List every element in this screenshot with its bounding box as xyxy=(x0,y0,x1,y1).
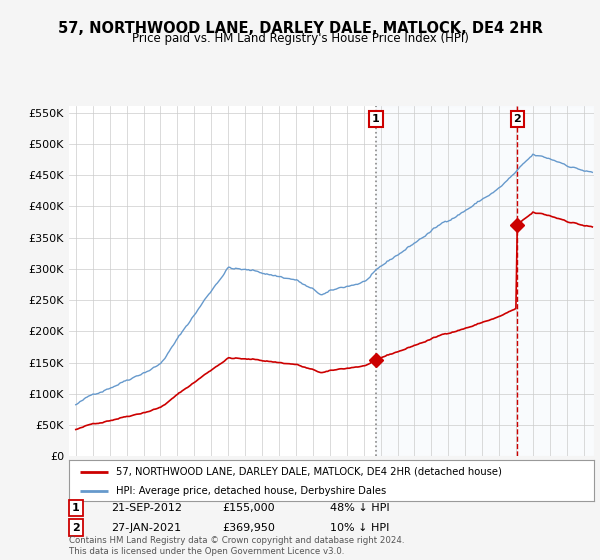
Text: Price paid vs. HM Land Registry's House Price Index (HPI): Price paid vs. HM Land Registry's House … xyxy=(131,32,469,45)
Text: £369,950: £369,950 xyxy=(222,522,275,533)
Text: £155,000: £155,000 xyxy=(222,503,275,513)
Text: 1: 1 xyxy=(72,503,80,513)
Text: HPI: Average price, detached house, Derbyshire Dales: HPI: Average price, detached house, Derb… xyxy=(116,486,386,496)
Text: 21-SEP-2012: 21-SEP-2012 xyxy=(111,503,182,513)
Text: 27-JAN-2021: 27-JAN-2021 xyxy=(111,522,181,533)
Text: 10% ↓ HPI: 10% ↓ HPI xyxy=(330,522,389,533)
Text: 2: 2 xyxy=(514,114,521,124)
Bar xyxy=(376,106,594,456)
Text: 57, NORTHWOOD LANE, DARLEY DALE, MATLOCK, DE4 2HR (detached house): 57, NORTHWOOD LANE, DARLEY DALE, MATLOCK… xyxy=(116,466,502,477)
Text: 1: 1 xyxy=(372,114,380,124)
Text: Contains HM Land Registry data © Crown copyright and database right 2024.
This d: Contains HM Land Registry data © Crown c… xyxy=(69,536,404,556)
Text: 57, NORTHWOOD LANE, DARLEY DALE, MATLOCK, DE4 2HR: 57, NORTHWOOD LANE, DARLEY DALE, MATLOCK… xyxy=(58,21,542,36)
Text: 2: 2 xyxy=(72,522,80,533)
Text: 48% ↓ HPI: 48% ↓ HPI xyxy=(330,503,389,513)
